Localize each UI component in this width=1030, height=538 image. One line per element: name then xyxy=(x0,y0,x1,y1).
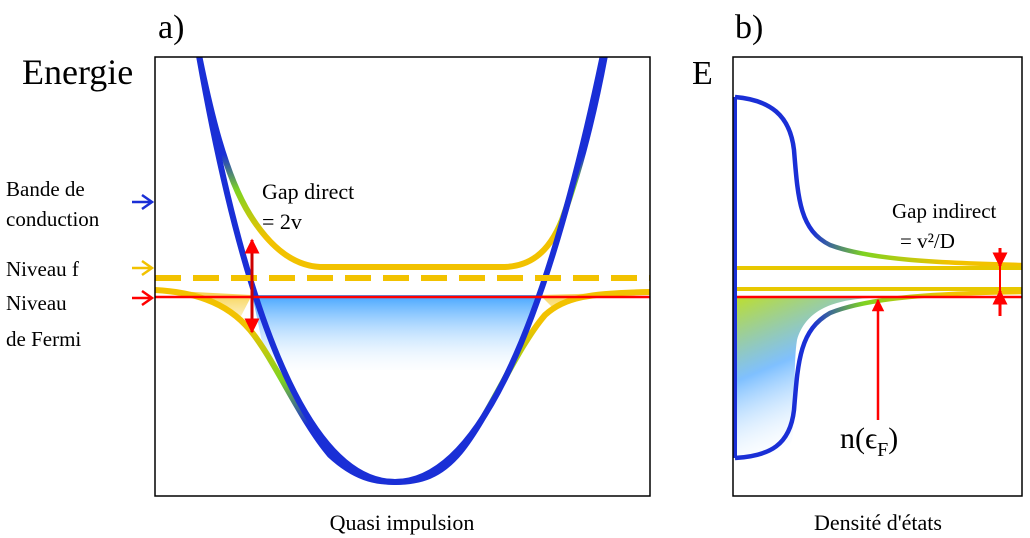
panel-b-label: b) xyxy=(735,9,763,46)
dos-fermi-label: n(ϵF) xyxy=(840,422,898,461)
upper-hybrid-band xyxy=(196,57,608,270)
panel-a-frame xyxy=(154,56,651,497)
filled-states-a xyxy=(252,295,540,370)
svg-text:Bande de: Bande de xyxy=(6,177,85,201)
legend-conduction-band: Bande de conduction xyxy=(6,177,155,231)
dos-upper-branch xyxy=(734,94,1022,268)
x-axis-label-b: Densité d'états xyxy=(814,510,942,535)
direct-gap-label-line1: Gap direct xyxy=(262,179,354,204)
x-axis-label-a: Quasi impulsion xyxy=(330,510,475,535)
svg-text:Niveau: Niveau xyxy=(6,291,67,315)
legend-fermi-level: Niveau de Fermi xyxy=(6,289,155,351)
svg-text:Niveau f: Niveau f xyxy=(6,257,79,281)
energy-axis-label-b: E xyxy=(692,55,713,92)
svg-text:de Fermi: de Fermi xyxy=(6,327,81,351)
direct-gap-label-line2: = 2v xyxy=(262,209,302,234)
panel-a-label: a) xyxy=(158,9,184,46)
energy-axis-label: Energie xyxy=(22,52,133,92)
indirect-gap-label-line1: Gap indirect xyxy=(892,199,997,223)
svg-text:conduction: conduction xyxy=(6,207,100,231)
dos-lower-branch xyxy=(734,289,1022,461)
indirect-gap-label-line2: = v²/D xyxy=(900,229,955,253)
panel-b-frame xyxy=(732,56,1023,497)
dos-filled-states xyxy=(735,298,870,458)
panel-b-plot xyxy=(734,94,1022,461)
panel-a-plot xyxy=(155,57,650,486)
legend-f-level: Niveau f xyxy=(6,257,155,281)
